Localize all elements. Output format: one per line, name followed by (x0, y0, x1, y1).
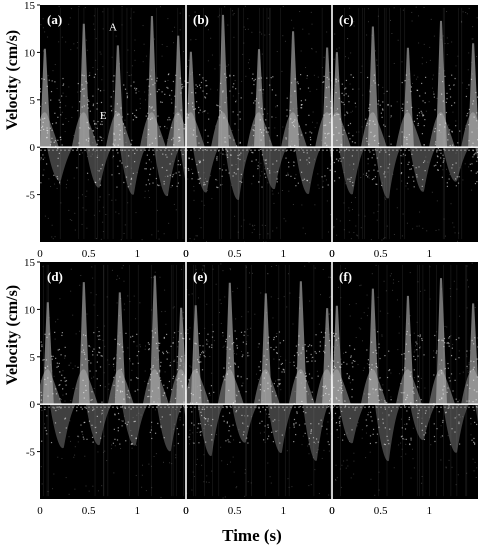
panel-background (40, 262, 186, 499)
x-tick-label: 0.5 (228, 248, 242, 260)
panel-d: (d) (40, 262, 186, 499)
spectrogram-content (186, 5, 332, 242)
y-axis-label-top: Velocity (cm/s) (4, 30, 21, 130)
spectrogram-content (40, 264, 186, 499)
panel-label: (e) (193, 269, 207, 284)
spectrogram-content (186, 262, 332, 499)
y-tick-label: 15 (24, 257, 36, 269)
panel-a: (a) A E (40, 5, 186, 242)
x-tick-label: 0.5 (374, 505, 388, 517)
panel-c: (c) (331, 5, 478, 242)
x-tick-label: 0 (183, 248, 189, 260)
y-tick-label: 10 (24, 304, 36, 316)
beat-peak (436, 278, 448, 405)
x-tick-label: 0.5 (374, 248, 388, 260)
beat-peak (332, 305, 343, 405)
beat-peak (402, 295, 414, 405)
panel-label: (b) (193, 12, 209, 27)
x-tick-label: 0.5 (82, 505, 96, 517)
x-axis-label: Time (s) (222, 526, 282, 545)
beat-peak (186, 51, 197, 148)
panel-label: (d) (47, 269, 63, 284)
y-tick-label: 10 (24, 47, 36, 59)
panel-background (186, 262, 332, 499)
beat-peak (114, 292, 126, 405)
x-tick-label: 0 (37, 505, 43, 517)
x-tick-label: 0 (329, 505, 335, 517)
beat-peak (322, 308, 332, 405)
x-tick-label: 0 (329, 248, 335, 260)
x-tick-label: 1 (281, 505, 287, 517)
x-tick-label: 0.5 (228, 505, 242, 517)
panel-label: (a) (47, 12, 62, 27)
beat-peak (332, 52, 343, 148)
spectrogram-content (332, 262, 478, 497)
x-tick-label: 1 (281, 248, 287, 260)
panel-label: (f) (339, 269, 352, 284)
panel-background (40, 5, 186, 242)
y-tick-label: 5 (30, 352, 36, 364)
panel-b: (b) (185, 5, 332, 242)
y-tick-label: 5 (30, 95, 36, 107)
beat-peak (288, 31, 300, 148)
panel-e: (e) (185, 262, 332, 499)
panel-grid: (a) A E (b) (c) (d) (e) (f) (40, 5, 478, 499)
y-tick-label: 0 (30, 142, 36, 154)
annotation-A: A (109, 22, 117, 34)
x-tick-label: 0.5 (82, 248, 96, 260)
beat-peak (436, 20, 448, 148)
x-tick-label: 0 (183, 505, 189, 517)
beat-peak (468, 43, 478, 148)
x-axes: 0 0.5 1 00 0.5 1 00 0.5 10 0.5 1 00 0.5 1 00 0.5 1 (37, 248, 432, 517)
x-tick-label: 0 (329, 505, 335, 517)
x-tick-label: 0 (37, 248, 43, 260)
beat-peak (367, 288, 379, 405)
x-tick-label: 1 (427, 248, 433, 260)
beat-peak (190, 305, 202, 405)
x-tick-label: 1 (427, 505, 433, 517)
x-tick-label: 0 (329, 248, 335, 260)
beat-peak (146, 16, 158, 148)
y-axes: -5 0 5 10 15 -5 0 5 10 15 (24, 0, 40, 459)
panel-label: (c) (339, 12, 353, 27)
y-tick-label: -5 (26, 447, 36, 459)
x-tick-label: 0 (183, 505, 189, 517)
x-tick-label: 1 (135, 248, 141, 260)
panel-f: (f) (331, 262, 478, 499)
beat-peak (260, 293, 272, 405)
beat-peak (42, 302, 54, 405)
beat-peak (173, 35, 185, 148)
beat-peak (254, 49, 265, 148)
annotation-E: E (100, 110, 107, 122)
beat-peak (112, 45, 124, 148)
y-tick-label: -5 (26, 190, 36, 202)
beat-peak (149, 275, 161, 405)
beat-peak (78, 23, 90, 148)
beat-peak (78, 282, 90, 405)
beat-peak (402, 47, 414, 148)
beat-peak (176, 307, 186, 405)
beat-peak (468, 303, 478, 405)
y-tick-label: 0 (30, 399, 36, 411)
beat-peak (295, 281, 307, 405)
x-tick-label: 1 (135, 505, 141, 517)
y-axis-label-bottom: Velocity (cm/s) (4, 285, 21, 385)
beat-peak (367, 26, 379, 148)
spectrogram-content (332, 6, 478, 242)
y-tick-label: 15 (24, 0, 36, 12)
beat-peak (217, 14, 229, 148)
spectrogram-content (40, 5, 186, 241)
x-tick-label: 0 (183, 248, 189, 260)
